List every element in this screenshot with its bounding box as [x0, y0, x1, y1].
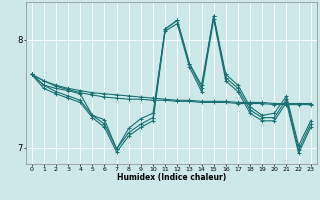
X-axis label: Humidex (Indice chaleur): Humidex (Indice chaleur) — [116, 173, 226, 182]
